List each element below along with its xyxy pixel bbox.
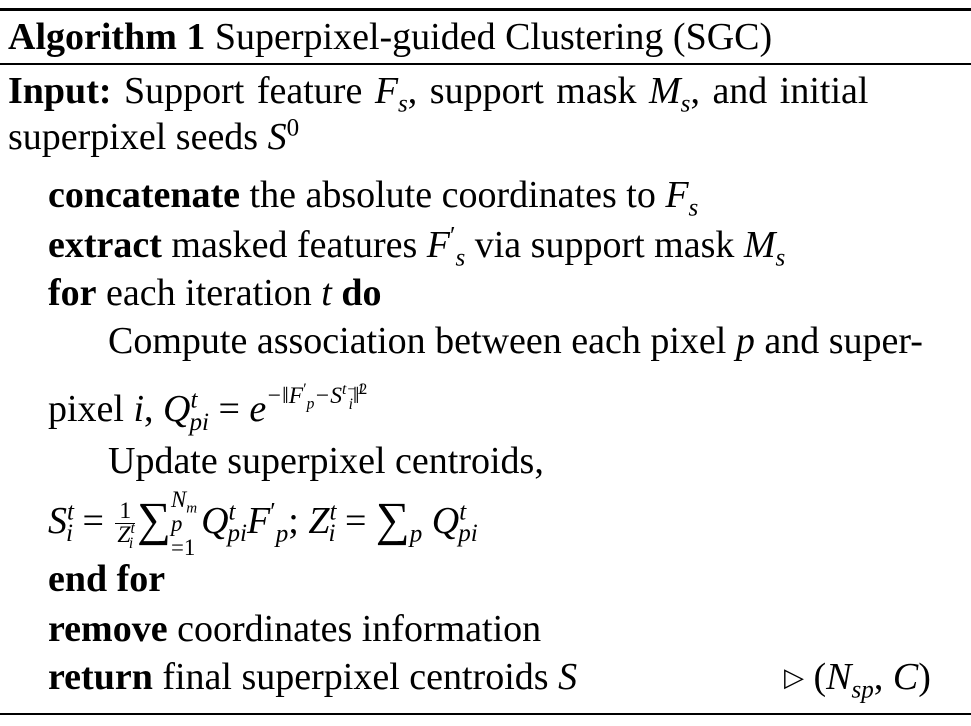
algorithm-header: Algorithm 1 Superpixel-guided Clustering… — [8, 18, 772, 56]
step-return: return final superpixel centroids S — [48, 656, 578, 698]
step-endfor: end for — [48, 560, 165, 598]
math-Fs-prime: F′s — [426, 222, 466, 272]
bottom-rule — [0, 713, 971, 715]
input-line-1: Input: Support feature Fs, support mask … — [8, 70, 869, 118]
top-rule — [0, 8, 971, 11]
math-p: p — [735, 320, 755, 362]
step-update: Update superpixel centroids, — [108, 440, 544, 482]
keyword-return: return — [48, 656, 153, 698]
keyword-remove: remove — [48, 608, 168, 650]
algorithm-title: Superpixel-guided Clustering (SGC) — [214, 16, 773, 58]
step-remove: remove coordinates information — [48, 608, 542, 650]
keyword-concatenate: concatenate — [48, 174, 241, 216]
math-output-shape: (Nsp, C) — [813, 656, 931, 704]
input-label: Input: — [8, 70, 112, 112]
comment-triangle-icon: ▷ — [784, 663, 804, 692]
math-S0: S0 — [267, 114, 300, 158]
keyword-extract: extract — [48, 224, 162, 266]
algorithm-label: Algorithm 1 — [8, 16, 206, 58]
keyword-for: for — [48, 272, 97, 314]
keyword-do: do — [341, 272, 382, 314]
math-S: S — [558, 656, 578, 698]
keyword-endfor: end for — [48, 558, 166, 600]
step-concatenate: concatenate the absolute coordinates to … — [48, 174, 699, 222]
step-update-formula: Sti = 1 Zti ∑ Nm p =1 QtpiF′p; Zti = ∑p Qtpi — [48, 488, 478, 560]
step-compute: Compute association between each pixel p… — [108, 320, 923, 362]
header-rule — [0, 63, 971, 65]
return-comment: ▷ (Nsp, C) — [784, 656, 931, 704]
math-Fs: Fs — [374, 70, 408, 118]
step-for: for each iteration t do — [48, 272, 382, 314]
math-t: t — [321, 272, 332, 314]
step-compute-formula: pixel i, Qtpi = e−‖F′p−St−1i‖2 — [48, 381, 368, 436]
input-line-2: superpixel seeds S0 — [8, 114, 300, 158]
math-Q-formula: Qtpi = e−‖F′p−St−1i‖2 — [163, 381, 368, 436]
math-i: i — [133, 388, 145, 430]
math-update-formula: Sti = 1 Zti ∑ Nm p =1 QtpiF′p; Zti = ∑p Qtpi — [48, 487, 478, 560]
math-Ms-2: Ms — [743, 224, 786, 272]
step-extract: extract masked features F′s via support … — [48, 222, 786, 272]
math-Fs-2: Fs — [665, 174, 699, 222]
math-Ms: Ms — [649, 70, 691, 118]
